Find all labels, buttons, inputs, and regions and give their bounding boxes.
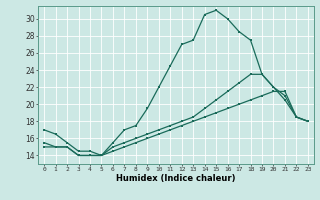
X-axis label: Humidex (Indice chaleur): Humidex (Indice chaleur)	[116, 174, 236, 183]
